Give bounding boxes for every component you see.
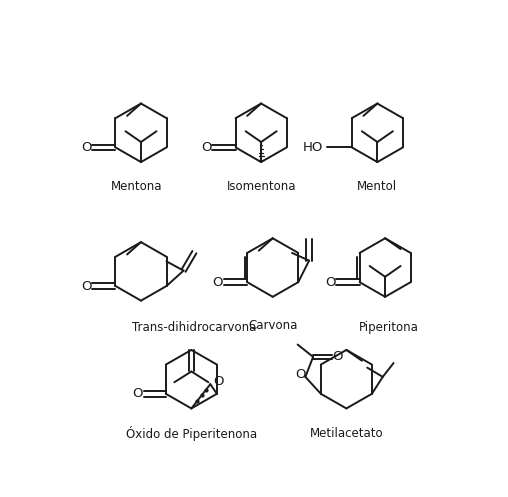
Text: Óxido de Piperitenona: Óxido de Piperitenona <box>126 425 257 440</box>
Text: O: O <box>333 350 343 363</box>
Text: Mentona: Mentona <box>111 180 163 193</box>
Text: Isomentona: Isomentona <box>227 180 296 193</box>
Text: Trans-dihidrocarvona: Trans-dihidrocarvona <box>132 321 256 334</box>
Text: Piperitona: Piperitona <box>359 321 419 334</box>
Text: Mentol: Mentol <box>357 180 397 193</box>
Text: O: O <box>81 279 91 293</box>
Text: Carvona: Carvona <box>248 319 298 332</box>
Text: O: O <box>213 375 224 388</box>
Text: O: O <box>81 141 91 154</box>
Text: O: O <box>201 141 211 154</box>
Text: HO: HO <box>303 141 323 154</box>
Text: O: O <box>325 276 335 289</box>
Text: O: O <box>296 368 306 381</box>
Text: O: O <box>212 276 223 289</box>
Text: O: O <box>133 387 143 400</box>
Text: Metilacetato: Metilacetato <box>309 426 383 439</box>
